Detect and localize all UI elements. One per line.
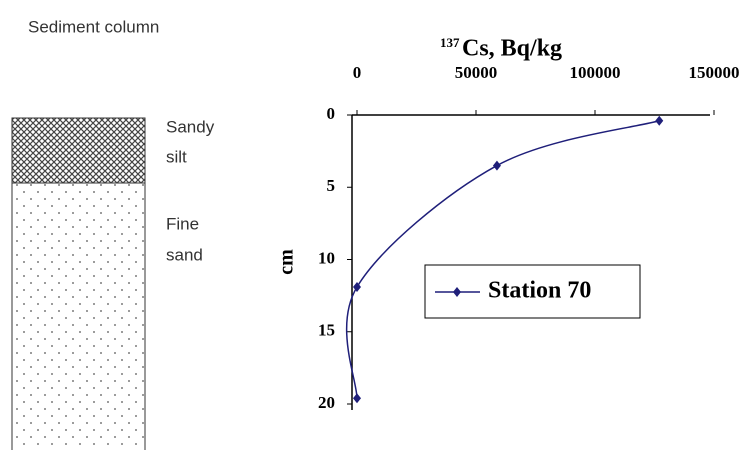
layer-label: sand — [166, 245, 203, 264]
y-tick-label: 20 — [318, 393, 335, 412]
fine-sand-layer — [11, 182, 146, 450]
layer-label: Fine — [166, 214, 199, 233]
series-line — [345, 120, 660, 399]
legend-label: Station 70 — [488, 278, 591, 304]
legend-marker — [453, 287, 461, 297]
x-tick-label: 100000 — [570, 63, 621, 82]
y-axis-label: cm — [276, 249, 298, 275]
y-tick-label: 5 — [327, 176, 336, 195]
data-point — [655, 115, 664, 126]
chart-title: Cs, Bq/kg — [462, 36, 562, 62]
data-point — [492, 160, 501, 171]
column-title: Sediment column — [28, 17, 159, 36]
layer-label: Sandy — [166, 117, 215, 136]
x-tick-label: 50000 — [455, 63, 498, 82]
layer-label: silt — [166, 147, 187, 166]
data-point — [353, 281, 361, 292]
data-point — [353, 393, 361, 404]
y-tick-label: 15 — [318, 321, 335, 340]
sandy-silt-layer — [11, 117, 146, 184]
y-tick-label: 0 — [327, 104, 336, 123]
x-tick-label: 150000 — [689, 63, 740, 82]
title-superscript: 137 — [440, 35, 460, 50]
x-tick-label: 0 — [353, 63, 362, 82]
y-tick-label: 10 — [318, 248, 335, 267]
